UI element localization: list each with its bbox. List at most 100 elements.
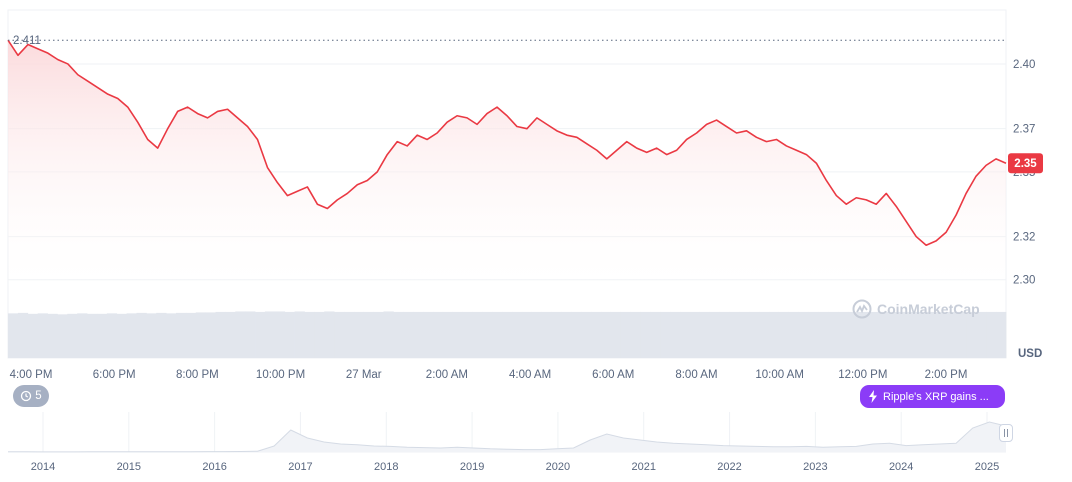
volume-bar bbox=[630, 311, 641, 358]
volume-bar bbox=[17, 312, 29, 358]
range-handle[interactable] bbox=[999, 424, 1013, 442]
start-price-label: 2.411 bbox=[13, 35, 41, 47]
volume-bar bbox=[808, 311, 819, 358]
volume-bar bbox=[116, 313, 127, 358]
volume-bar bbox=[739, 311, 750, 358]
news-text: Ripple's XRP gains ... bbox=[883, 390, 989, 403]
volume-bar bbox=[472, 311, 483, 358]
volume-bar bbox=[502, 311, 513, 358]
volume-bar bbox=[442, 311, 454, 358]
volume-bar bbox=[413, 311, 424, 358]
x-tick-label: 4:00 AM bbox=[509, 369, 551, 381]
volume-bar bbox=[729, 311, 740, 358]
volume-bar bbox=[917, 311, 928, 358]
volume-bar bbox=[956, 311, 967, 358]
volume-bars bbox=[8, 311, 1007, 358]
currency-label: USD bbox=[1018, 348, 1043, 360]
volume-bar bbox=[255, 311, 266, 358]
volume-bar bbox=[946, 311, 957, 358]
volume-bar bbox=[838, 311, 849, 358]
volume-bar bbox=[926, 311, 938, 358]
volume-bar bbox=[670, 311, 681, 358]
volume-bar bbox=[482, 311, 493, 358]
x-tick-label: 4:00 PM bbox=[10, 369, 53, 381]
volume-bar bbox=[403, 311, 414, 358]
volume-bar bbox=[8, 313, 19, 358]
volume-bar bbox=[126, 313, 137, 358]
volume-bar bbox=[758, 311, 770, 358]
volume-bar bbox=[857, 311, 869, 358]
volume-bar bbox=[571, 311, 582, 358]
year-label: 2017 bbox=[288, 461, 312, 473]
volume-bar bbox=[511, 311, 523, 358]
volume-bar bbox=[581, 311, 592, 358]
history-button[interactable]: 5 bbox=[13, 385, 49, 407]
volume-bar bbox=[324, 311, 335, 358]
volume-bar bbox=[205, 312, 216, 358]
volume-bar bbox=[847, 311, 859, 358]
y-tick-label: 2.37 bbox=[1013, 124, 1035, 136]
x-tick-label: 27 Mar bbox=[346, 369, 382, 381]
volume-bar bbox=[294, 311, 305, 358]
volume-bar bbox=[77, 313, 88, 358]
volume-bar bbox=[679, 311, 691, 358]
overview-area bbox=[8, 422, 1006, 452]
volume-bar bbox=[561, 311, 572, 358]
volume-bar bbox=[897, 311, 908, 358]
coinmarketcap-watermark: CoinMarketCap bbox=[852, 299, 980, 319]
year-label: 2022 bbox=[717, 461, 741, 473]
volume-bar bbox=[314, 311, 325, 358]
x-tick-label: 2:00 PM bbox=[925, 369, 968, 381]
x-tick-label: 12:00 PM bbox=[838, 369, 887, 381]
volume-bar bbox=[996, 311, 1007, 358]
x-tick-label: 6:00 PM bbox=[93, 369, 136, 381]
year-label: 2024 bbox=[889, 461, 913, 473]
volume-bar bbox=[936, 311, 948, 358]
volume-bar bbox=[146, 313, 157, 358]
volume-bar bbox=[462, 311, 473, 358]
volume-bar bbox=[195, 312, 207, 358]
volume-bar bbox=[699, 311, 710, 358]
volume-bar bbox=[818, 311, 829, 358]
y-tick-label: 2.32 bbox=[1013, 232, 1035, 244]
year-label: 2023 bbox=[803, 461, 827, 473]
volume-bar bbox=[877, 311, 888, 358]
volume-bar bbox=[215, 311, 226, 358]
volume-bar bbox=[304, 311, 315, 358]
volume-bar bbox=[620, 311, 631, 358]
volume-bar bbox=[867, 311, 878, 358]
news-button[interactable]: Ripple's XRP gains ... bbox=[860, 385, 1005, 408]
x-tick-label: 10:00 PM bbox=[256, 369, 305, 381]
volume-bar bbox=[768, 311, 780, 358]
volume-bar bbox=[393, 311, 404, 358]
year-label: 2015 bbox=[117, 461, 141, 473]
y-tick-label: 2.30 bbox=[1013, 275, 1035, 287]
volume-bar bbox=[719, 311, 730, 358]
history-clock-icon bbox=[21, 390, 32, 402]
price-area bbox=[8, 40, 1006, 298]
volume-bar bbox=[590, 311, 602, 358]
overview-line bbox=[8, 421, 1007, 453]
volume-bar bbox=[274, 311, 286, 358]
volume-bar bbox=[96, 313, 108, 358]
volume-bar bbox=[828, 311, 839, 358]
year-label: 2021 bbox=[631, 461, 655, 473]
volume-bar bbox=[986, 311, 997, 358]
volume-bar bbox=[27, 313, 39, 358]
volume-bar bbox=[610, 311, 622, 358]
volume-bar bbox=[492, 311, 503, 358]
volume-bar bbox=[166, 313, 177, 358]
volume-bar bbox=[531, 311, 542, 358]
volume-bar bbox=[689, 311, 701, 358]
volume-bar bbox=[363, 311, 375, 358]
volume-bar bbox=[660, 311, 671, 358]
volume-bar bbox=[541, 311, 552, 358]
volume-bar bbox=[907, 311, 918, 358]
volume-bar bbox=[106, 313, 118, 358]
current-price-badge bbox=[1008, 153, 1043, 174]
year-label: 2016 bbox=[202, 461, 226, 473]
year-label: 2018 bbox=[374, 461, 398, 473]
volume-bar bbox=[976, 311, 987, 358]
volume-bar bbox=[778, 311, 790, 358]
